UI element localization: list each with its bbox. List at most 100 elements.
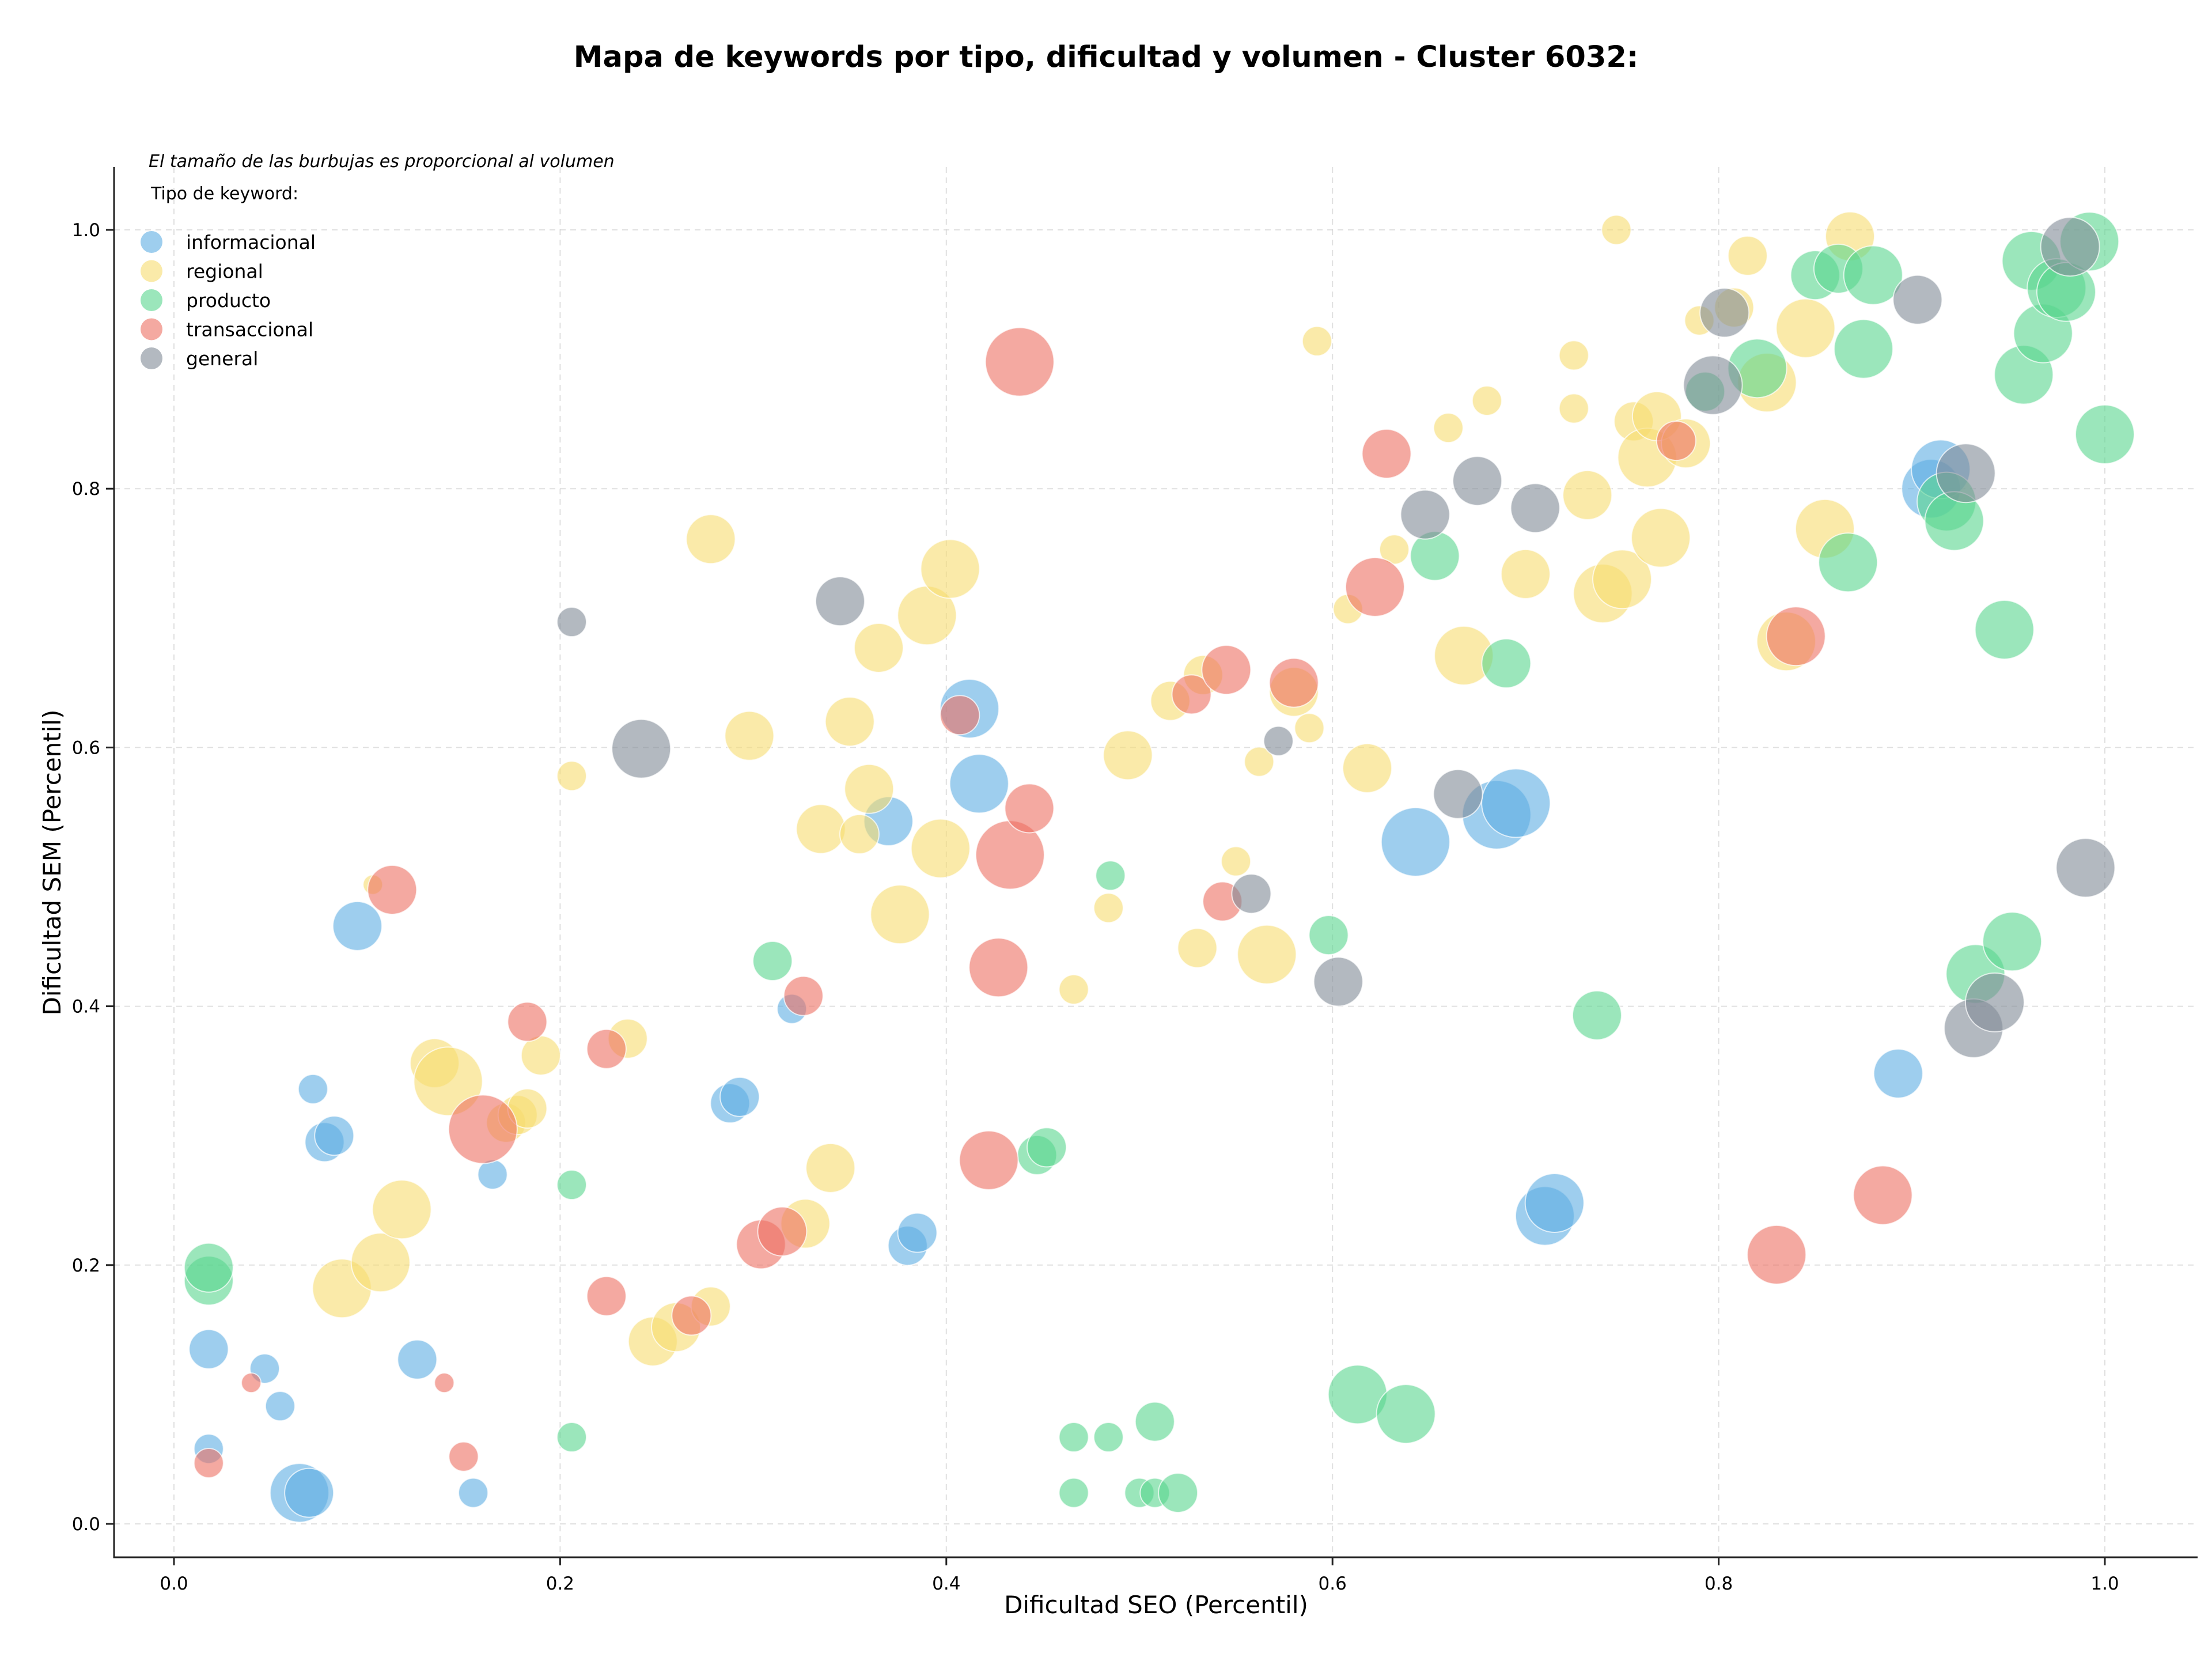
bubble-regional [1244,746,1275,777]
bubble-transaccional [940,695,980,736]
bubble-regional [1221,846,1252,877]
tick-labels: 0.0 0.2 0.4 0.6 0.8 1.0 0.0 0.2 0.4 0.6 0.8 1.0 [72,220,2119,1594]
legend: informacional regional producto transaccion… [141,231,316,370]
bubble-transaccional [1853,1165,1913,1225]
bubble-regional [853,622,904,673]
bubble-transaccional [1171,674,1212,715]
bubble-regional [796,804,846,854]
bubble-regional [1433,413,1464,444]
bubble-informacional [332,901,382,951]
data-points [183,211,2135,1523]
bubble-regional [1558,340,1589,371]
bubble-regional [1177,928,1218,968]
bubble-regional [1775,298,1836,358]
bubble-informacional [458,1477,489,1508]
legend-marker-general [141,347,162,369]
bubble-informacional [897,1212,938,1253]
bubble-transaccional [1201,645,1252,695]
bubble-producto [556,1170,588,1201]
bubble-informacional [314,1115,355,1156]
bubble-regional [1237,924,1297,985]
bubble-informacional [1481,768,1551,838]
bubble-informacional [949,754,1009,814]
bubble-producto [1058,1422,1089,1453]
bubble-general [1452,456,1503,506]
legend-marker-transaccional [141,318,162,340]
x-tick-label: 0.8 [1705,1573,1733,1594]
bubble-general [1964,972,2025,1032]
bubble-transaccional [448,1094,518,1164]
bubble-regional [413,1046,483,1117]
bubble-regional [844,763,895,814]
bubble-regional [1592,549,1652,610]
bubble-regional [805,1142,856,1193]
bubble-general [1683,355,1743,415]
legend-label-informacional: informacional [186,231,316,253]
bubble-producto [1158,1473,1199,1514]
bubble-regional [685,514,736,565]
bubble-regional [1601,214,1632,245]
bubble-general [1936,443,1996,504]
y-tick-label: 1.0 [72,220,100,241]
y-axis-label: Dificultad SEM (Percentil) [38,710,66,1016]
bubble-transaccional [1766,606,1826,667]
bubble-informacional [1873,1048,1923,1099]
y-tick-label: 0.0 [72,1514,100,1535]
bubble-transaccional [783,975,824,1016]
y-tick-label: 0.8 [72,479,100,500]
bubble-regional [839,814,880,854]
x-tick-label: 0.0 [160,1573,188,1594]
bubble-transaccional [959,1130,1019,1190]
bubble-producto [1093,1422,1124,1453]
bubble-producto [1410,531,1460,581]
bubble-regional [556,760,588,792]
bubble-regional [910,818,971,879]
x-tick-label: 0.6 [1319,1573,1347,1594]
bubble-producto [1834,319,1893,379]
legend-label-transaccional: transaccional [186,319,313,341]
y-tick-label: 0.4 [72,997,100,1017]
bubble-producto [1376,1384,1436,1444]
chart-title: Mapa de keywords por tipo, dificultad y … [574,40,1638,74]
bubble-transaccional [757,1206,808,1257]
bubble-producto [2075,404,2135,464]
bubble-regional [724,710,775,761]
axes [113,167,2198,1558]
bubble-regional [1558,393,1589,424]
bubble-informacional [284,1467,335,1518]
bubble-general [1892,274,1943,325]
bubble-general [815,576,865,627]
bubble-general [1510,483,1560,534]
bubble-regional [1727,235,1768,276]
bubble-regional [1103,730,1153,781]
bubble-general [2040,217,2100,277]
bubble-regional [1342,743,1393,793]
bubble-producto [1058,1477,1089,1508]
bubble-transaccional [448,1441,479,1472]
bubble-producto [1843,245,1903,305]
bubble-transaccional [968,937,1029,998]
bubble-general [611,718,672,779]
bubble-producto [183,1242,234,1293]
bubble-transaccional [367,864,418,915]
bubble-regional [1500,548,1551,599]
bubble-general [1231,873,1272,914]
size-note: El tamaño de las burbujas es proporciona… [149,152,615,172]
bubble-regional [920,539,980,599]
bubble-producto [1974,600,2035,660]
bubble-informacional [1380,807,1450,877]
x-tick-label: 0.4 [932,1573,960,1594]
bubble-producto [1982,911,2043,972]
bubble-producto [556,1422,588,1453]
bubble-producto [1027,1127,1067,1168]
bubble-regional [1562,470,1613,520]
bubble-regional [1093,892,1124,924]
bubble-transaccional [586,1276,627,1316]
legend-title: Tipo de keyword: [150,184,298,204]
bubble-regional [870,884,930,945]
x-tick-label: 0.2 [546,1573,574,1594]
bubble-regional [824,696,875,747]
y-tick-label: 0.2 [72,1255,100,1276]
bubble-transaccional [586,1028,627,1069]
